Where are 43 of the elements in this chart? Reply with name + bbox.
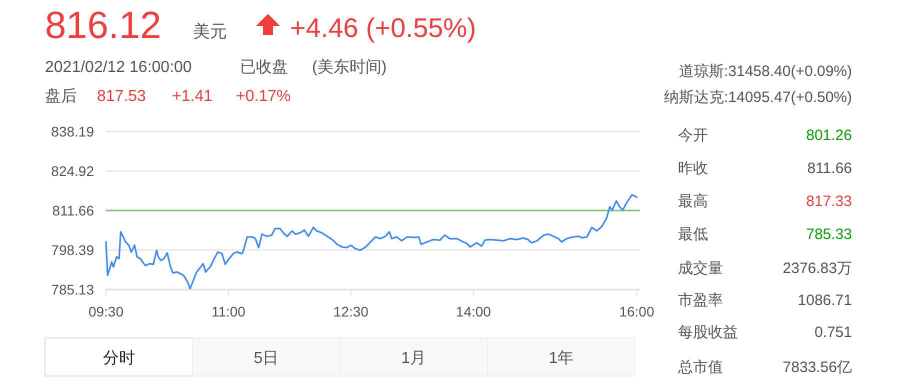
text: 昨收 bbox=[678, 160, 708, 177]
x-tick-label: 09:30 bbox=[88, 304, 124, 320]
text: +4.46 (+0.55%) bbox=[290, 13, 476, 43]
y-tick-label: 785.13 bbox=[51, 282, 94, 298]
text: 美元 bbox=[193, 22, 227, 41]
text: 816.12 bbox=[45, 5, 162, 47]
text: 分时 bbox=[102, 349, 135, 367]
text: 811.66 bbox=[807, 160, 852, 177]
text: 最低 bbox=[678, 226, 708, 243]
text: 今开 bbox=[678, 127, 708, 144]
text: 817.33 bbox=[806, 193, 852, 210]
text: 817.53 bbox=[97, 88, 146, 105]
text: 纳斯达克:14095.47(+0.50%) bbox=[664, 89, 852, 106]
text: 已收盘 bbox=[240, 59, 288, 76]
text: 5日 bbox=[254, 350, 279, 367]
y-tick-label: 824.92 bbox=[51, 163, 94, 180]
line-series bbox=[105, 194, 638, 290]
y-tick-label: 838.19 bbox=[51, 124, 94, 140]
text: 801.26 bbox=[806, 127, 852, 144]
text: 最高 bbox=[678, 193, 708, 210]
y-tick-label: 811.66 bbox=[52, 202, 94, 218]
text: 每股收益 bbox=[678, 324, 738, 341]
x-tick-label: 16:00 bbox=[619, 304, 654, 320]
text: 2376.83万 bbox=[782, 260, 852, 277]
text: 成交量 bbox=[678, 260, 723, 277]
text: 1月 bbox=[401, 350, 426, 367]
text: 0.751 bbox=[814, 324, 852, 341]
text: 2021/02/12 16:00:00 bbox=[45, 59, 192, 76]
text: +0.17% bbox=[236, 88, 291, 105]
text: 市盈率 bbox=[678, 292, 723, 309]
text: 总市值 bbox=[677, 359, 723, 376]
text: (美东时间) bbox=[312, 58, 387, 76]
x-tick-label: 14:00 bbox=[456, 304, 492, 320]
text: 785.33 bbox=[806, 226, 852, 243]
text: 1086.71 bbox=[798, 292, 852, 309]
x-tick-label: 12:30 bbox=[333, 304, 369, 320]
text: 盘后 bbox=[45, 87, 77, 105]
x-tick-label: 11:00 bbox=[211, 304, 246, 320]
y-tick-label: 798.39 bbox=[51, 242, 94, 258]
text: 7833.56亿 bbox=[782, 359, 852, 376]
text: 道琼斯:31458.40(+0.09%) bbox=[678, 63, 852, 80]
text: 1年 bbox=[548, 350, 574, 367]
text: +1.41 bbox=[172, 88, 213, 105]
